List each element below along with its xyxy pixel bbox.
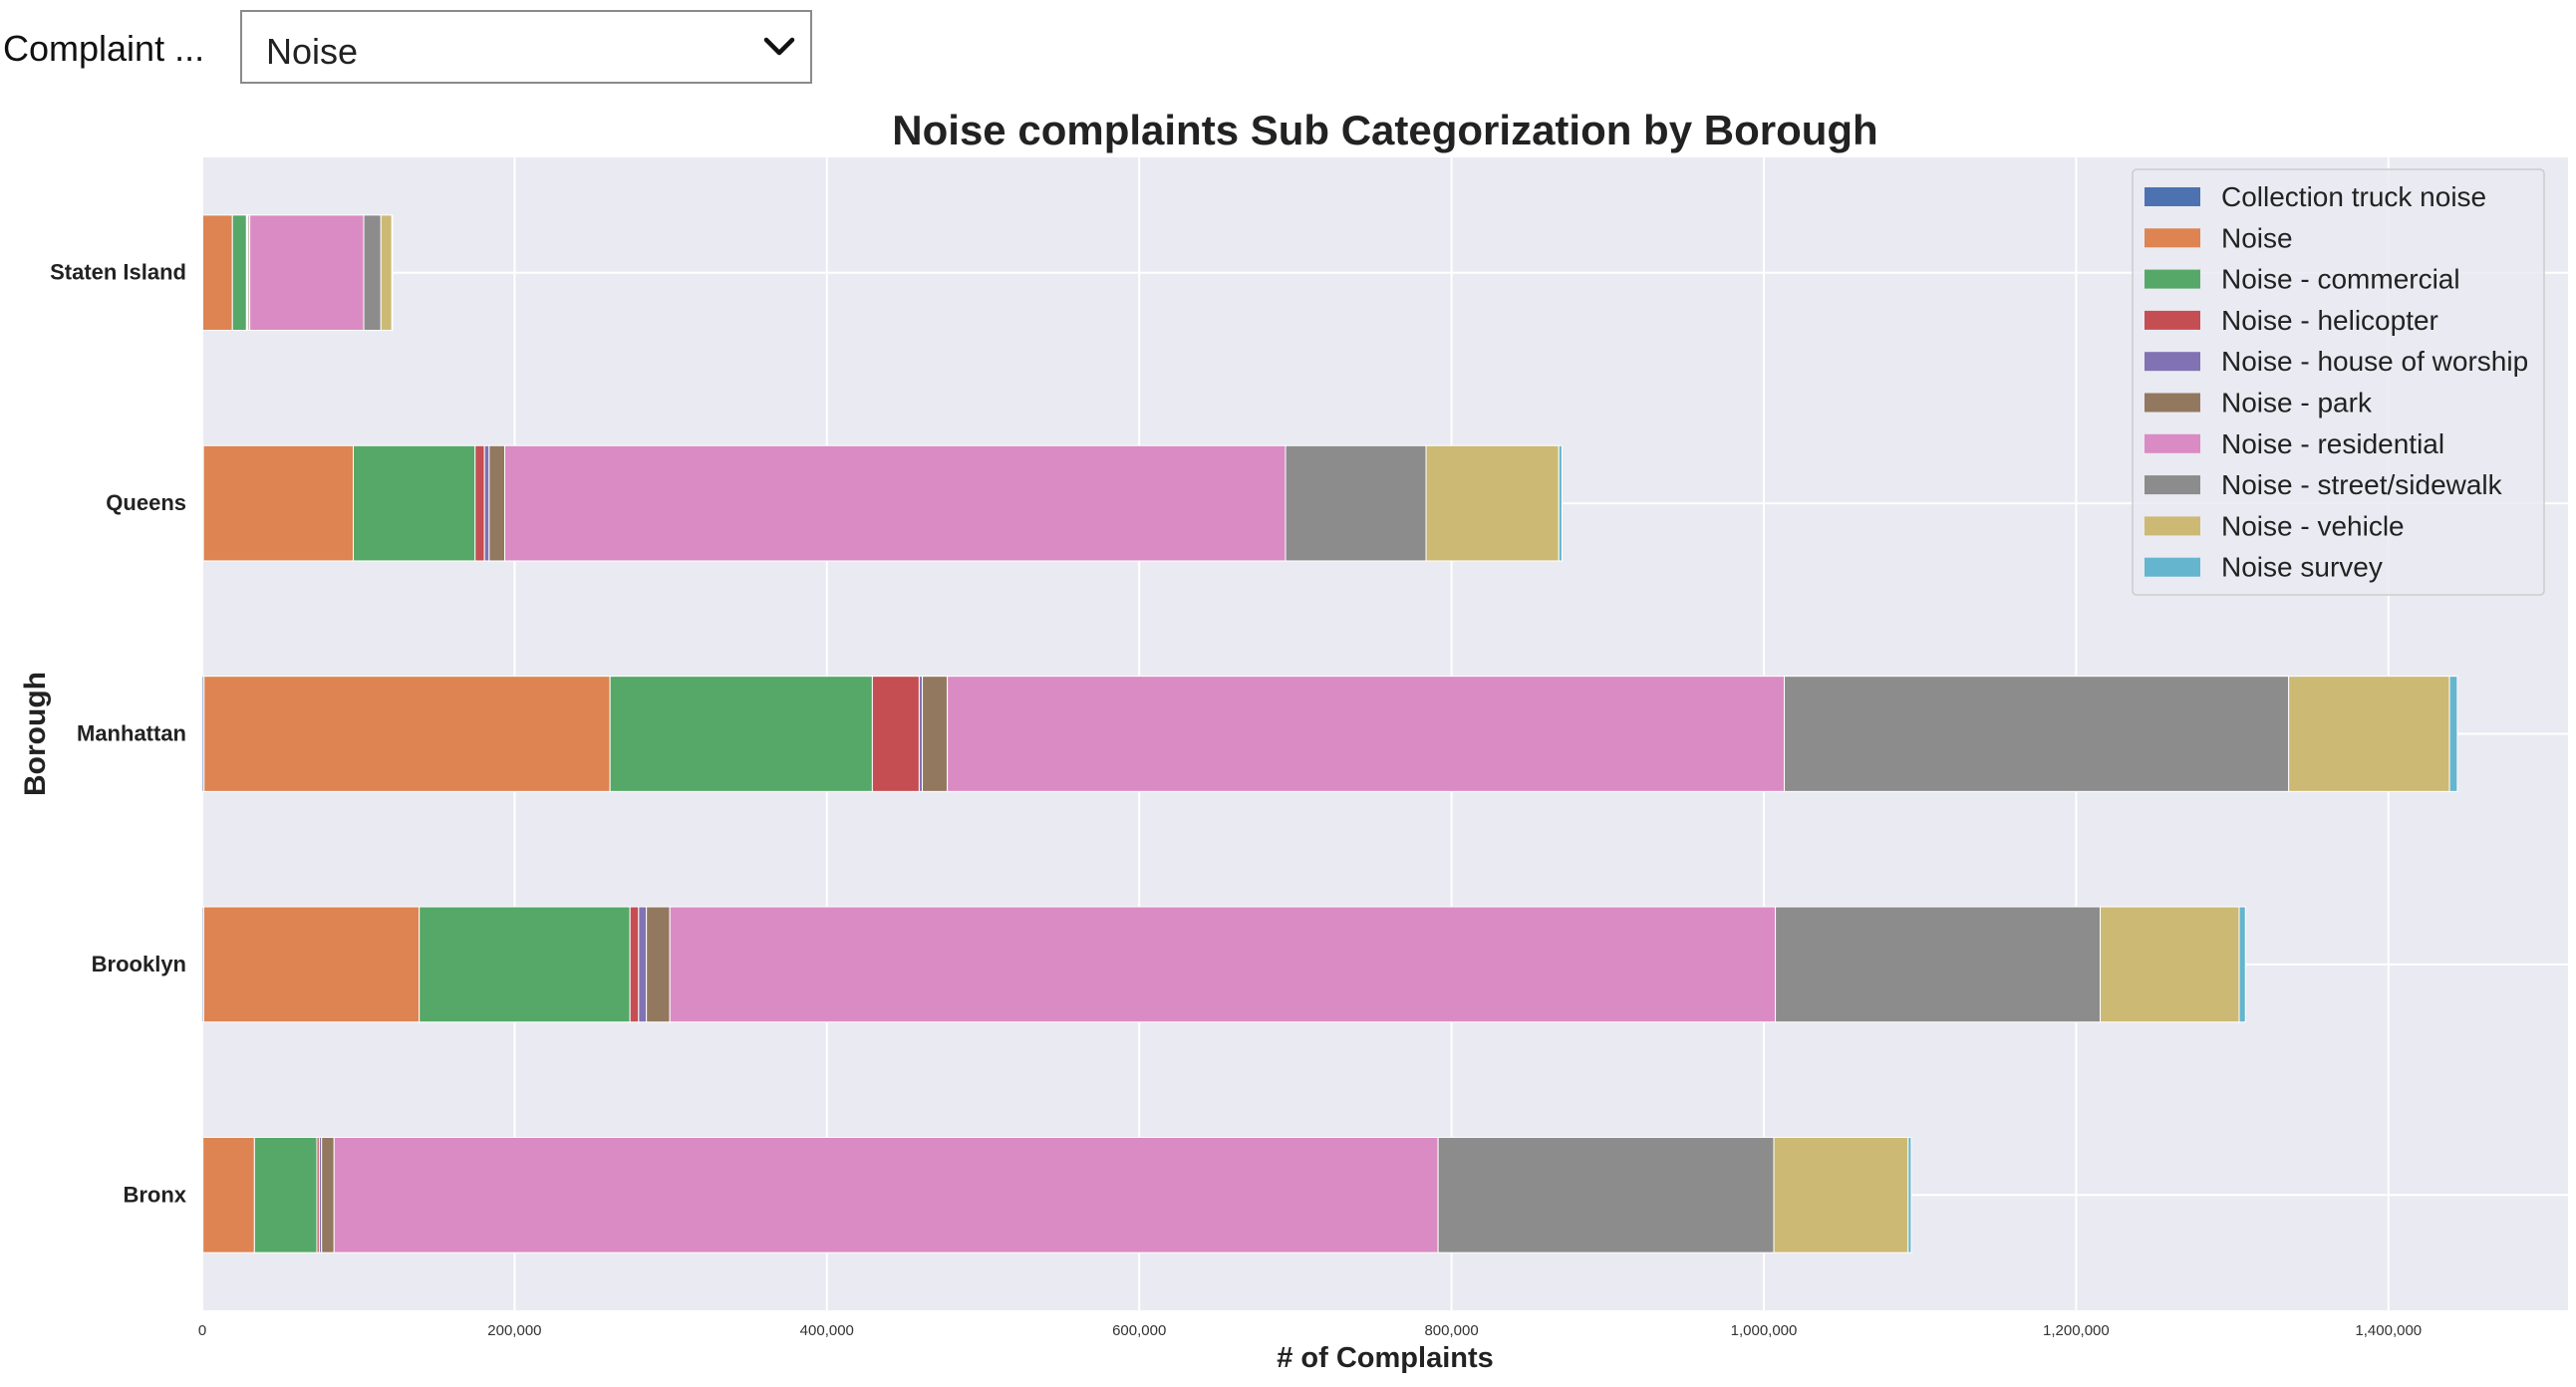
legend-label-5: Noise - park bbox=[2221, 388, 2373, 418]
x-tick-label-7: 1,400,000 bbox=[2355, 1322, 2422, 1339]
bar-brooklyn-series-9 bbox=[2238, 906, 2246, 1023]
complaint-type-dropdown[interactable]: Noise bbox=[240, 10, 812, 84]
bar-queens-series-4 bbox=[483, 444, 490, 562]
x-tick-label-4: 800,000 bbox=[1424, 1322, 1478, 1339]
bar-manhattan-series-9 bbox=[2448, 676, 2458, 792]
legend-label-2: Noise - commercial bbox=[2221, 264, 2460, 295]
x-axis-label: # of Complaints bbox=[1277, 1342, 1494, 1374]
bar-staten-island-series-8 bbox=[380, 214, 393, 332]
bar-brooklyn-series-6 bbox=[669, 906, 1777, 1023]
legend-swatch-5 bbox=[2145, 393, 2200, 413]
bar-brooklyn-series-8 bbox=[2100, 906, 2240, 1023]
x-tick-label-2: 400,000 bbox=[800, 1322, 854, 1339]
bar-brooklyn-series-1 bbox=[202, 906, 421, 1023]
bar-manhattan-series-3 bbox=[871, 676, 920, 792]
legend-box bbox=[2132, 168, 2545, 596]
y-tick-label-manhattan: Manhattan bbox=[77, 721, 186, 746]
bar-bronx-series-5 bbox=[321, 1136, 335, 1253]
x-tick-label-1: 200,000 bbox=[487, 1322, 541, 1339]
legend-swatch-3 bbox=[2145, 310, 2200, 330]
legend-label-0: Collection truck noise bbox=[2221, 181, 2486, 212]
y-tick-label-staten-island: Staten Island bbox=[50, 260, 186, 285]
bar-brooklyn-series-5 bbox=[646, 906, 671, 1023]
bar-bronx-series-6 bbox=[333, 1136, 1439, 1253]
x-tick-label-6: 1,200,000 bbox=[2043, 1322, 2110, 1339]
bar-staten-island-series-1 bbox=[201, 214, 233, 332]
bar-bronx-series-1 bbox=[202, 1136, 255, 1253]
legend-swatch-8 bbox=[2145, 516, 2200, 536]
bar-queens-series-7 bbox=[1285, 444, 1427, 562]
bar-manhattan-series-2 bbox=[609, 676, 873, 792]
bar-manhattan-series-6 bbox=[947, 676, 1786, 792]
bar-queens-series-1 bbox=[202, 444, 355, 562]
bar-bronx-series-9 bbox=[1907, 1136, 1912, 1253]
bar-brooklyn-series-7 bbox=[1775, 906, 2102, 1023]
x-tick-label-0: 0 bbox=[198, 1322, 206, 1339]
legend-label-8: Noise - vehicle bbox=[2221, 510, 2405, 541]
legend-label-6: Noise - residential bbox=[2221, 428, 2444, 459]
legend-label-4: Noise - house of worship bbox=[2221, 346, 2528, 377]
bar-bronx-series-8 bbox=[1773, 1136, 1909, 1253]
complaint-type-label: Complaint ... bbox=[3, 28, 205, 69]
bar-manhattan-series-1 bbox=[203, 676, 611, 792]
bar-brooklyn-series-2 bbox=[419, 906, 631, 1023]
legend-swatch-0 bbox=[2145, 187, 2200, 206]
bar-queens-series-5 bbox=[488, 444, 506, 562]
bar-queens-series-6 bbox=[504, 444, 1287, 562]
legend-swatch-7 bbox=[2145, 475, 2200, 495]
bar-staten-island-series-6 bbox=[249, 214, 365, 332]
bar-manhattan-series-5 bbox=[922, 676, 949, 792]
stacked-bar-chart: Bronx Brooklyn Manhattan Queens Staten Islan… bbox=[19, 107, 2568, 1374]
y-tick-label-brooklyn: Brooklyn bbox=[92, 952, 186, 976]
bar-queens-series-9 bbox=[1558, 444, 1563, 562]
legend-swatch-6 bbox=[2145, 433, 2200, 453]
legend-swatch-2 bbox=[2145, 269, 2200, 289]
complaint-type-selected-value: Noise bbox=[266, 31, 359, 72]
legend-swatch-9 bbox=[2145, 557, 2200, 577]
y-tick-label-queens: Queens bbox=[106, 490, 186, 515]
bar-staten-island-series-7 bbox=[363, 214, 382, 332]
chart-title: Noise complaints Sub Categorization by B… bbox=[892, 107, 1877, 153]
legend-swatch-1 bbox=[2145, 228, 2200, 248]
y-axis-label: Borough bbox=[19, 672, 52, 796]
bar-brooklyn-series-3 bbox=[629, 906, 640, 1023]
legend-label-9: Noise survey bbox=[2221, 552, 2383, 583]
bar-brooklyn-series-4 bbox=[638, 906, 648, 1023]
bar-bronx-series-7 bbox=[1437, 1136, 1775, 1253]
bar-staten-island-series-2 bbox=[231, 214, 247, 332]
chevron-down-icon[interactable] bbox=[762, 34, 796, 60]
bar-manhattan-series-7 bbox=[1784, 676, 2290, 792]
bar-manhattan-series-8 bbox=[2288, 676, 2450, 792]
y-tick-label-bronx: Bronx bbox=[123, 1182, 186, 1207]
bar-queens-series-2 bbox=[353, 444, 476, 562]
legend-label-3: Noise - helicopter bbox=[2221, 305, 2438, 336]
bar-staten-island-series-9 bbox=[391, 214, 394, 332]
legend-label-7: Noise - street/sidewalk bbox=[2221, 469, 2503, 500]
bar-bronx-series-2 bbox=[253, 1136, 318, 1253]
x-tick-label-3: 600,000 bbox=[1112, 1322, 1166, 1339]
legend-label-1: Noise bbox=[2221, 222, 2293, 253]
bar-queens-series-3 bbox=[474, 444, 485, 562]
x-tick-label-5: 1,000,000 bbox=[1731, 1322, 1798, 1339]
legend-swatch-4 bbox=[2145, 352, 2200, 372]
bar-queens-series-8 bbox=[1425, 444, 1560, 562]
